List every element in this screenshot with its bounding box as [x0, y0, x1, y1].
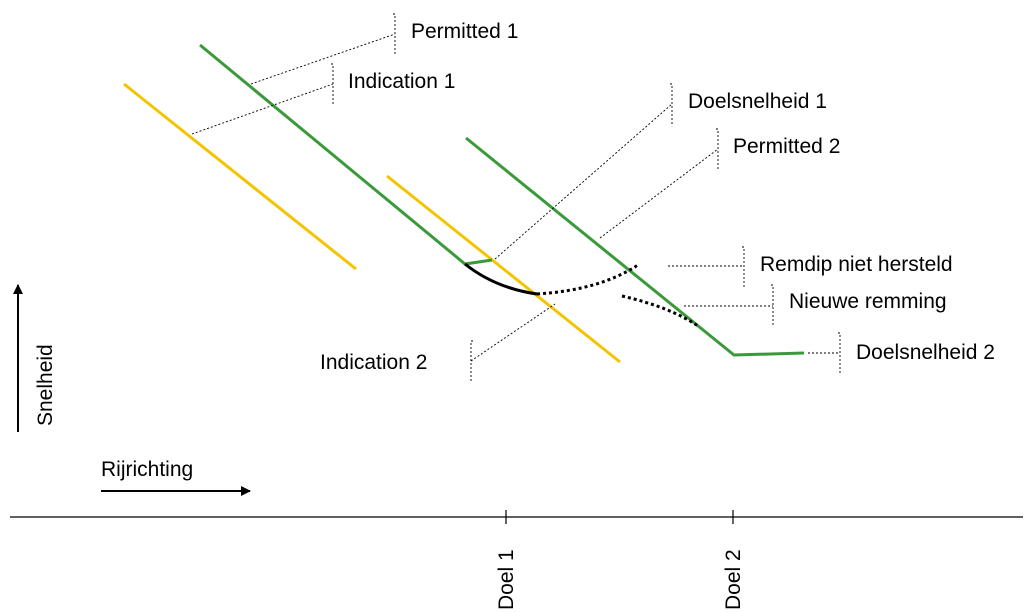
leader-indication-2 — [470, 303, 556, 362]
tick-label-doel-2: Doel 2 — [722, 549, 745, 610]
leader-indication-1 — [191, 83, 334, 135]
indication-1-curve — [123, 82, 357, 271]
leader-doelsnelheid-1 — [494, 103, 673, 260]
label-doelsnelheid-2: Doelsnelheid 2 — [856, 341, 995, 364]
bracket-indication-2 — [470, 340, 473, 382]
leader-permitted-1 — [250, 33, 396, 85]
label-indication-2: Indication 2 — [320, 351, 427, 374]
nieuwe-remming-curve — [621, 294, 699, 328]
label-permitted-2: Permitted 2 — [733, 135, 840, 158]
label-nieuwe-remming: Nieuwe remming — [789, 290, 947, 313]
bracket-indication-1 — [331, 63, 334, 105]
label-indication-1: Indication 1 — [348, 70, 455, 93]
label-remdip: Remdip niet hersteld — [760, 253, 953, 276]
remdip-curve-dotted — [536, 263, 639, 296]
bracket-doelsnelheid-1 — [670, 83, 673, 125]
bracket-permitted-1 — [393, 13, 396, 55]
remdip-curve-solid — [464, 262, 538, 296]
bracket-remdip — [742, 246, 745, 288]
bracket-nieuwe-remming — [771, 284, 774, 326]
direction-label: Rijrichting — [101, 458, 193, 481]
permitted-2-curve — [465, 136, 805, 357]
label-permitted-1: Permitted 1 — [411, 20, 518, 43]
label-doelsnelheid-1: Doelsnelheid 1 — [688, 90, 827, 113]
indication-2-curve — [386, 174, 621, 364]
bracket-doelsnelheid-2 — [838, 332, 841, 374]
leader-permitted-2 — [599, 148, 719, 239]
bracket-permitted-2 — [716, 128, 719, 170]
speed-axis-label: Snelheid — [34, 344, 57, 426]
tick-label-doel-1: Doel 1 — [495, 549, 518, 610]
